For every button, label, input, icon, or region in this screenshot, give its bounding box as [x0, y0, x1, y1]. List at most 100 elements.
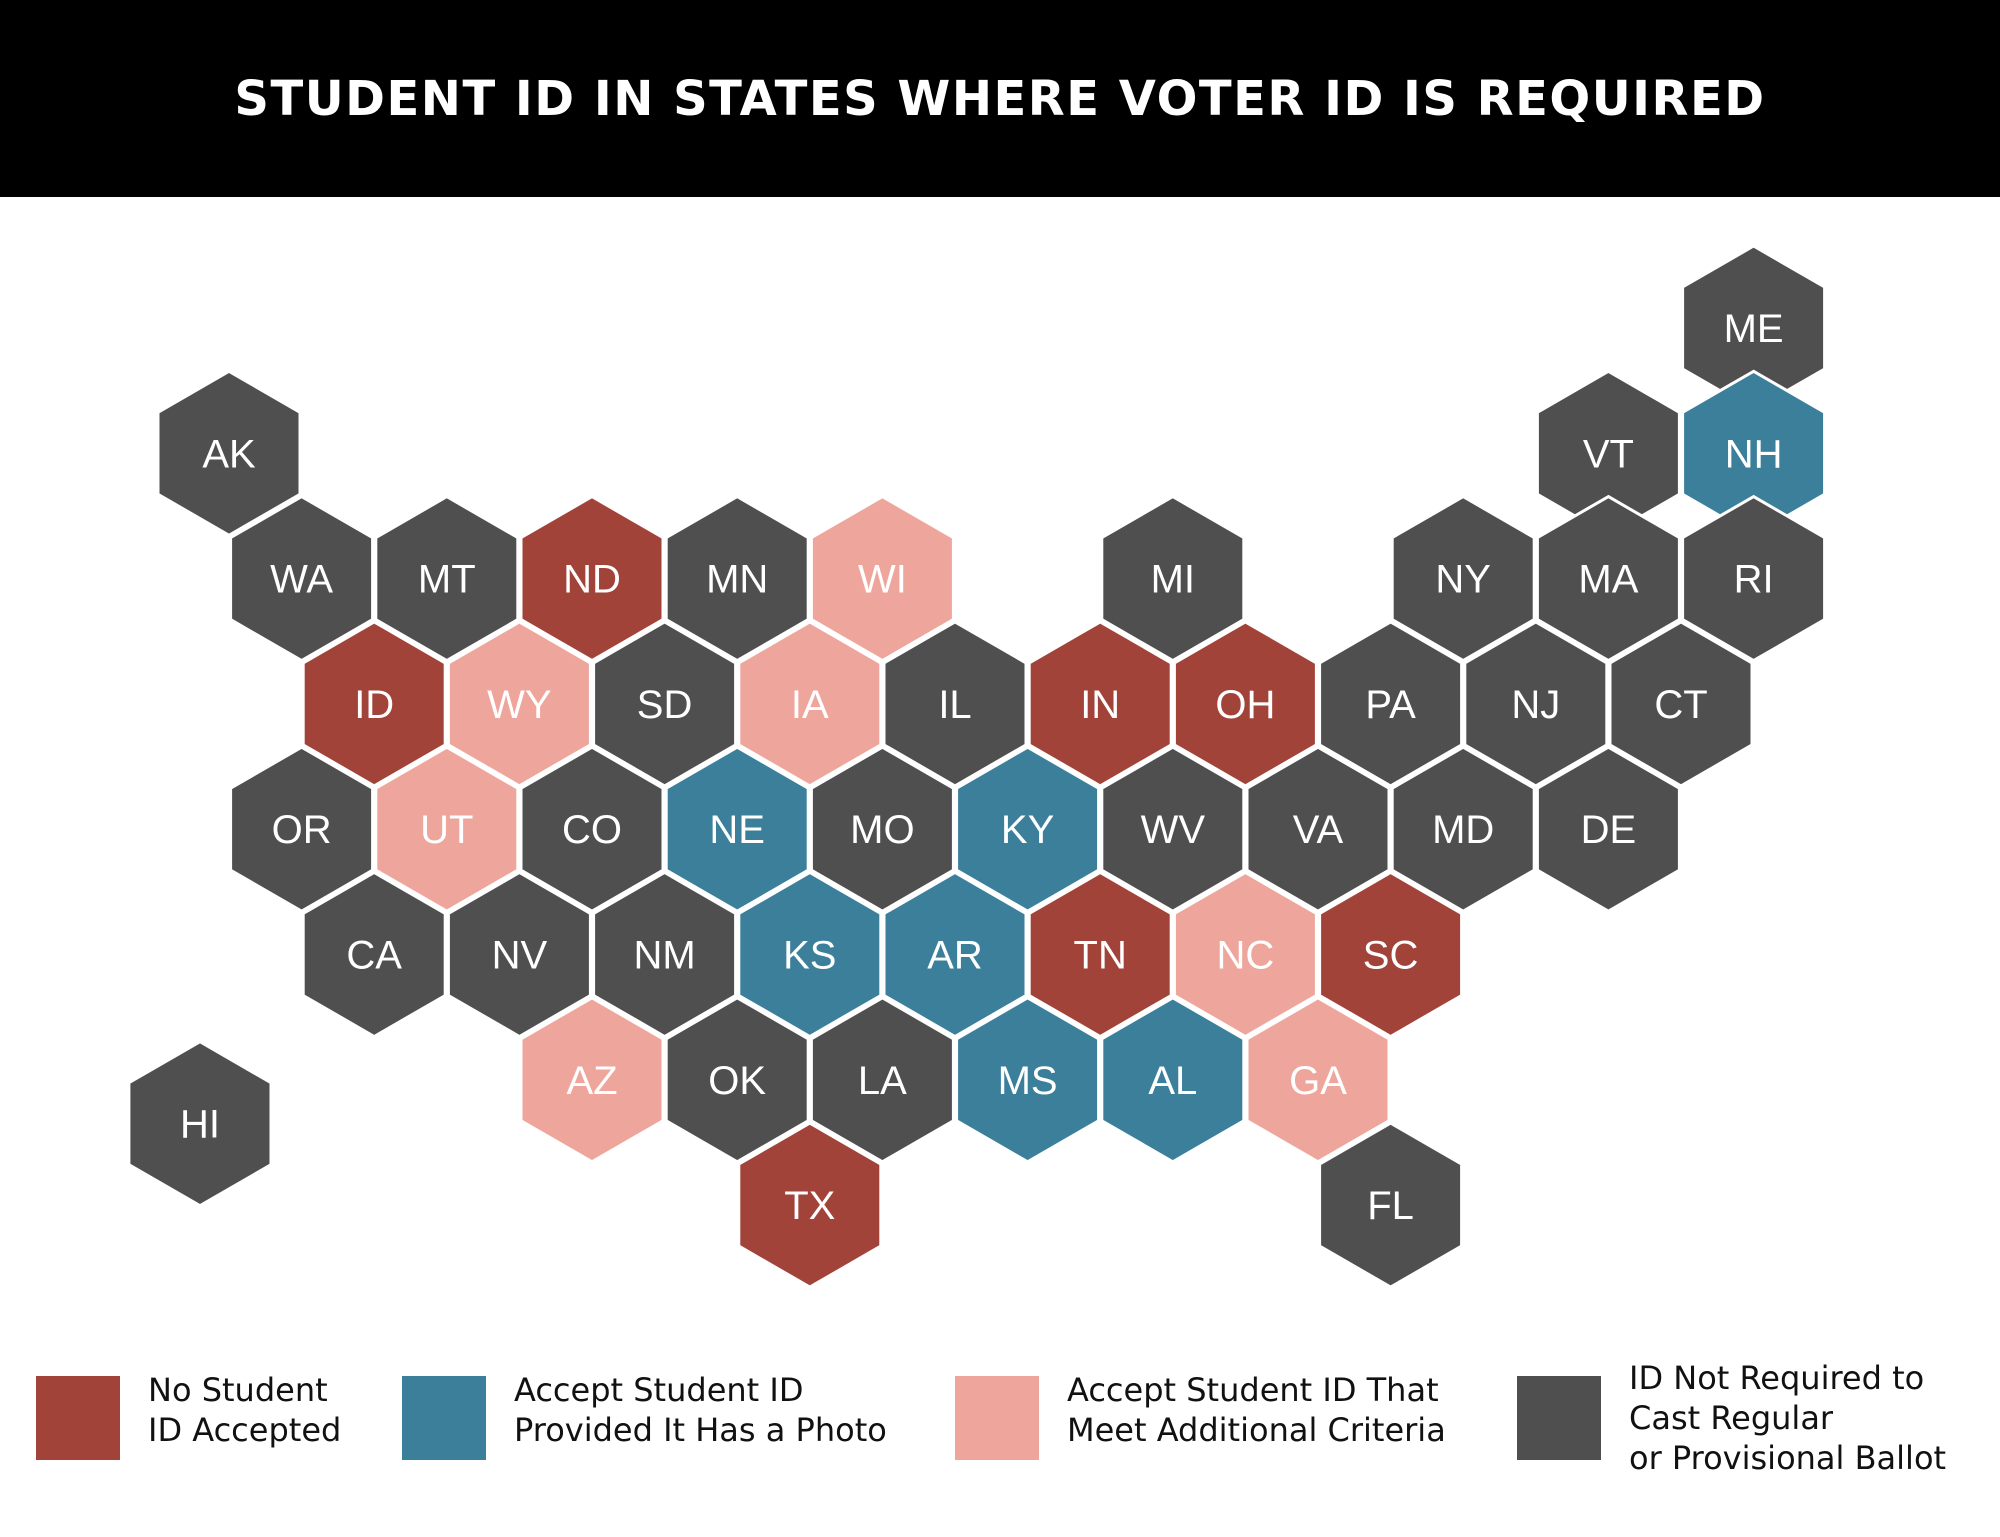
state-hex-shape [1100, 494, 1246, 663]
state-hex-mn: MN [664, 494, 810, 663]
state-hex-ct: CT [1608, 620, 1754, 788]
state-hex-nd: ND [519, 494, 665, 663]
state-hex-shape [519, 745, 665, 913]
state-hex-shape [664, 494, 810, 663]
state-hex-id: ID [301, 620, 447, 788]
state-label: KS [783, 934, 836, 978]
state-hex-shape [374, 745, 520, 913]
legend-label-line: Accept Student ID That [1067, 1371, 1439, 1409]
state-hex-shape [374, 494, 520, 663]
state-label: WA [270, 558, 333, 602]
state-hex-de: DE [1535, 745, 1681, 913]
state-hex-oh: OH [1172, 620, 1318, 788]
state-label: WI [858, 558, 907, 602]
state-label: VT [1583, 432, 1634, 476]
state-label: RI [1734, 558, 1774, 602]
state-hex-shape [1245, 996, 1391, 1164]
state-label: HI [180, 1103, 220, 1147]
legend-swatch-photo [402, 1376, 486, 1460]
state-hex-fl: FL [1318, 1121, 1464, 1289]
state-label: MI [1151, 558, 1195, 602]
state-hex-ms: MS [955, 996, 1101, 1164]
state-hex-ny: NY [1390, 494, 1536, 663]
state-hex-ok: OK [664, 996, 810, 1164]
state-hex-nm: NM [592, 870, 738, 1039]
state-label: OK [708, 1059, 766, 1103]
state-hex-va: VA [1245, 745, 1391, 913]
state-label: GA [1289, 1059, 1347, 1103]
state-hex-ga: GA [1245, 996, 1391, 1164]
state-label: LA [858, 1059, 907, 1103]
state-hex-sc: SC [1318, 870, 1464, 1039]
legend-label-no-id: No Student ID Accepted [148, 1370, 341, 1450]
state-label: AR [927, 934, 983, 978]
state-hex-shape [446, 870, 592, 1039]
state-hex-wy: WY [446, 620, 592, 788]
state-label: SC [1363, 934, 1419, 978]
state-hex-shape [301, 870, 447, 1039]
state-hex-pa: PA [1318, 620, 1464, 788]
legend-label-line: or Provisional Ballot [1629, 1439, 1947, 1477]
state-hex-shape [1318, 870, 1464, 1039]
state-hex-shape [1100, 996, 1246, 1164]
state-label: NJ [1511, 683, 1560, 727]
state-hex-mt: MT [374, 494, 520, 663]
state-label: NE [709, 808, 765, 852]
state-hex-co: CO [519, 745, 665, 913]
state-hex-nh: NH [1681, 369, 1827, 538]
state-label: MO [850, 808, 914, 852]
legend-label-line: ID Not Required to [1629, 1359, 1925, 1397]
state-label: MA [1578, 558, 1638, 602]
state-hex-nc: NC [1172, 870, 1318, 1039]
state-label: ID [354, 683, 394, 727]
legend-label-line: No Student [148, 1371, 328, 1409]
state-hex-ar: AR [882, 870, 1028, 1039]
state-hex-shape [1172, 620, 1318, 788]
state-label: MT [418, 558, 476, 602]
state-hex-shape [1027, 620, 1173, 788]
legend-swatch-criteria [955, 1376, 1039, 1460]
state-hex-md: MD [1390, 745, 1536, 913]
state-hex-shape [955, 745, 1101, 913]
legend-label-photo: Accept Student ID Provided It Has a Phot… [514, 1370, 887, 1450]
state-label: AK [202, 432, 256, 476]
state-hex-hi: HI [127, 1039, 273, 1208]
state-hex-shape [809, 494, 955, 663]
state-hex-shape [1318, 1121, 1464, 1289]
state-hex-shape [592, 620, 738, 788]
state-hex-shape [664, 996, 810, 1164]
state-hex-la: LA [809, 996, 955, 1164]
state-hex-ne: NE [664, 745, 810, 913]
state-hex-vt: VT [1535, 369, 1681, 538]
state-label: TX [784, 1184, 835, 1228]
state-hex-ak: AK [156, 369, 302, 538]
state-hex-shape [519, 494, 665, 663]
state-hex-az: AZ [519, 996, 665, 1164]
state-label: PA [1365, 683, 1416, 727]
state-label: AZ [566, 1059, 617, 1103]
state-hex-shape [882, 620, 1028, 788]
state-hex-shape [1390, 494, 1536, 663]
state-label: NC [1217, 934, 1275, 978]
state-hex-in: IN [1027, 620, 1173, 788]
state-hex-ky: KY [955, 745, 1101, 913]
state-hex-shape [809, 996, 955, 1164]
state-hex-shape [127, 1039, 273, 1208]
state-label: NM [633, 934, 695, 978]
legend-label-line: Cast Regular [1629, 1399, 1834, 1437]
state-hex-shape [229, 494, 375, 663]
state-hex-shape [1172, 870, 1318, 1039]
state-hex-shape [882, 870, 1028, 1039]
state-hex-mo: MO [809, 745, 955, 913]
state-hex-tx: TX [737, 1121, 883, 1289]
state-hex-mi: MI [1100, 494, 1246, 663]
hex-map: ME AK VT NH WA MT ND MN WI MI NY MA RI ID WY SD IA IL IN OH… [127, 244, 1827, 1289]
state-hex-shape [519, 996, 665, 1164]
state-label: AL [1148, 1059, 1197, 1103]
state-label: SD [637, 683, 693, 727]
state-hex-ia: IA [737, 620, 883, 788]
state-label: MN [706, 558, 768, 602]
state-label: MD [1432, 808, 1494, 852]
legend-label-not-required: ID Not Required to Cast Regular or Provi… [1629, 1358, 1946, 1478]
state-hex-sd: SD [592, 620, 738, 788]
